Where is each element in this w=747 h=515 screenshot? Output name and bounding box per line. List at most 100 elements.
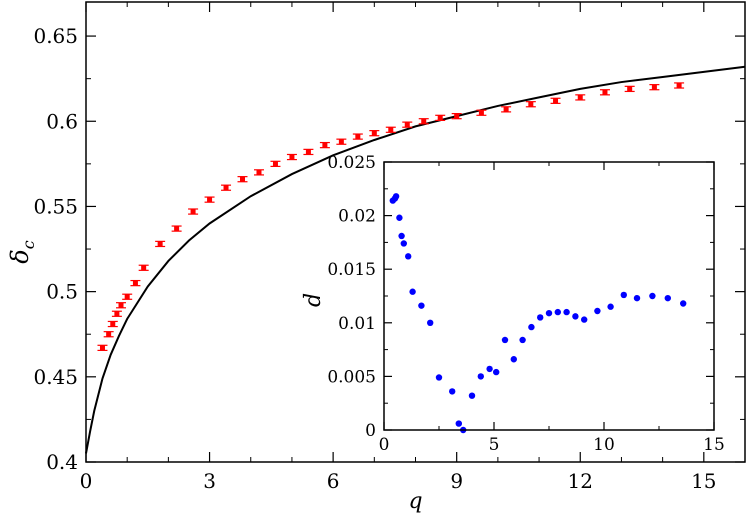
inset-y-tick-label: 0.005 <box>327 367 376 387</box>
data-point-with-error-bar <box>111 310 122 317</box>
data-point-with-error-bar <box>336 138 347 145</box>
data-point-marker <box>577 94 583 100</box>
inset-data-point <box>545 309 553 317</box>
main-y-axis-label-symbol: δ <box>6 249 34 263</box>
main-y-axis-label: δc <box>6 240 38 263</box>
inset-data-point <box>594 307 601 315</box>
data-point-marker <box>141 265 147 271</box>
y-tick-label: 0.55 <box>33 194 78 218</box>
data-point-marker <box>110 321 116 327</box>
data-point-with-error-bar <box>319 141 330 149</box>
inset-data-point <box>400 240 407 247</box>
data-point-with-error-bar <box>385 126 396 133</box>
inset-data-point <box>493 368 500 376</box>
data-point-with-error-bar <box>352 133 363 140</box>
inset-data-point <box>392 193 400 200</box>
inset-data-point <box>455 420 462 427</box>
inset-data-point <box>510 356 517 363</box>
data-point-with-error-bar <box>674 82 685 89</box>
inset-x-tick-label: 0 <box>379 435 390 455</box>
inset-data-point <box>607 303 614 310</box>
inset-y-tick-label: 0.02 <box>338 207 376 227</box>
inset-data-point <box>477 373 484 380</box>
data-point-marker <box>114 311 120 317</box>
inset-data-point <box>486 365 493 373</box>
x-tick-label: 0 <box>80 469 93 493</box>
inset-data-point <box>519 336 526 344</box>
x-tick-label: 3 <box>203 469 216 493</box>
data-point-marker <box>305 149 311 155</box>
inset-y-tick-label: 0 <box>365 421 376 441</box>
inset-y-tick-label: 0.015 <box>327 260 376 280</box>
main-axis-ticks: 0 3 6 9 12 15 0.4 0.45 0.5 0.55 0.6 0.65 <box>33 2 745 493</box>
data-point-marker <box>355 134 361 140</box>
inset-data-point <box>664 294 671 302</box>
inset-data-point <box>563 308 570 316</box>
data-point-marker <box>627 86 633 92</box>
inset-data-point <box>398 232 405 240</box>
inset-chart: 0 5 10 15 0 0.005 0.01 0.015 0.02 0.025 d <box>301 153 725 455</box>
data-point-marker <box>528 101 534 107</box>
inset-x-tick-label: 5 <box>489 435 500 455</box>
inset-y-tick-label: 0.01 <box>338 314 376 334</box>
x-tick-label: 6 <box>327 469 340 493</box>
data-point-marker <box>124 294 130 300</box>
data-point-with-error-bar <box>369 130 380 137</box>
data-point-with-error-bar <box>402 121 413 128</box>
inset-data-point <box>468 392 476 399</box>
data-point-marker <box>371 130 377 136</box>
inset-data-point <box>449 388 456 395</box>
data-point-with-error-bar <box>237 176 248 183</box>
inset-data-point <box>435 374 443 381</box>
data-point-with-error-bar <box>418 118 429 125</box>
main-x-axis-label: q <box>408 489 422 514</box>
data-point-with-error-bar <box>130 279 141 287</box>
data-point-marker <box>553 98 559 104</box>
data-point-with-error-bar <box>138 264 149 271</box>
inset-data-point <box>680 300 687 307</box>
data-point-with-error-bar <box>649 84 660 91</box>
data-point-with-error-bar <box>286 153 297 161</box>
x-tick-label: 15 <box>691 469 716 493</box>
data-point-with-error-bar <box>253 169 264 176</box>
main-y-axis-label-subscript: c <box>19 240 38 249</box>
y-tick-label: 0.45 <box>33 365 78 389</box>
data-point-with-error-bar <box>575 94 586 101</box>
data-point-marker <box>157 241 163 247</box>
main-chart: 0 3 6 9 12 15 0.4 0.45 0.5 0.55 0.6 0.65 q δc <box>6 1 746 514</box>
inset-data-point <box>649 292 656 300</box>
data-point-with-error-bar <box>122 293 133 300</box>
data-point-with-error-bar <box>525 101 536 108</box>
data-point-marker <box>322 142 328 148</box>
data-point-with-error-bar <box>599 89 610 96</box>
inset-data-point <box>620 291 627 299</box>
inset-background <box>384 162 714 430</box>
data-point-marker <box>388 127 394 133</box>
inset-data-point <box>537 314 544 321</box>
theory-curve <box>85 65 746 454</box>
inset-data-point <box>409 288 416 295</box>
data-point-with-error-bar <box>550 97 561 104</box>
inset-y-tick-label: 0.025 <box>327 153 376 173</box>
data-point-marker <box>207 197 213 203</box>
data-point-marker <box>602 89 608 95</box>
x-tick-label: 12 <box>568 469 593 493</box>
data-point-marker <box>338 139 344 145</box>
data-point-with-error-bar <box>476 109 487 116</box>
data-point-with-error-bar <box>624 85 635 93</box>
inset-data-point <box>396 214 403 221</box>
data-point-marker <box>132 280 138 286</box>
data-point-marker <box>223 185 229 191</box>
inset-data-point <box>572 313 579 320</box>
data-point-with-error-bar <box>204 196 215 203</box>
data-point-with-error-bar <box>303 148 314 156</box>
x-tick-label: 9 <box>450 469 463 493</box>
inset-x-tick-label: 10 <box>593 435 615 455</box>
y-tick-label: 0.5 <box>46 280 78 304</box>
y-tick-label: 0.65 <box>33 24 78 48</box>
data-point-marker <box>256 169 262 175</box>
data-point-marker <box>454 113 460 119</box>
y-tick-label: 0.4 <box>46 450 78 474</box>
y-tick-label: 0.6 <box>46 109 78 133</box>
